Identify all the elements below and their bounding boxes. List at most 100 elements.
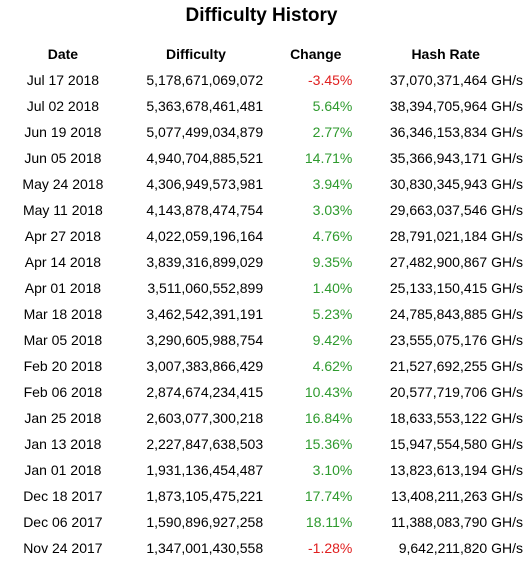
cell-date: Apr 01 2018 [24,280,102,296]
table-row: Jul 02 2018 5,363,678,461,481 5.64% 38,394,… [17,93,523,119]
cell-date: Jul 17 2018 [26,72,100,88]
cell-difficulty: 3,839,316,899,029 [146,254,264,270]
cell-change: 15.36% [304,436,353,452]
cell-hash-rate: 36,346,153,834 GH/s [389,124,523,140]
cell-change: 3.10% [312,462,353,478]
cell-difficulty: 1,590,896,927,258 [146,514,264,530]
cell-date: Jan 13 2018 [24,436,102,452]
cell-change: 3.03% [312,202,353,218]
table-row: Feb 06 2018 2,874,674,234,415 10.43% 20,577… [17,379,523,405]
cell-date: Jan 01 2018 [24,462,102,478]
table-row: Nov 24 2017 1,347,001,430,558 -1.28% 9,642,… [17,535,523,561]
table-row: Jul 17 2018 5,178,671,069,072 -3.45% 37,070… [17,67,523,93]
cell-change: 17.74% [304,488,353,504]
table-body: Jul 17 2018 5,178,671,069,072 -3.45% 37,070… [17,67,523,561]
cell-hash-rate: 30,830,345,943 GH/s [389,176,523,192]
cell-date: Jul 02 2018 [26,98,100,114]
cell-hash-rate: 9,642,211,820 GH/s [398,540,523,556]
header-difficulty: Difficulty [166,46,226,62]
table-row: Apr 01 2018 3,511,060,552,899 1.40% 25,133,… [17,275,523,301]
cell-hash-rate: 21,527,692,255 GH/s [389,358,523,374]
cell-difficulty: 2,227,847,638,503 [146,436,264,452]
header-hash-rate: Hash Rate [411,46,480,62]
cell-difficulty: 1,931,136,454,487 [146,462,264,478]
cell-difficulty: 5,363,678,461,481 [146,98,264,114]
cell-difficulty: 1,347,001,430,558 [146,540,264,556]
table-row: Mar 05 2018 3,290,605,988,754 9.42% 23,555,… [17,327,523,353]
cell-change: 1.40% [312,280,353,296]
cell-date: Nov 24 2017 [23,540,103,556]
cell-hash-rate: 18,633,553,122 GH/s [389,410,523,426]
cell-date: Jun 19 2018 [24,124,102,140]
cell-difficulty: 3,007,383,866,429 [146,358,264,374]
page-title: Difficulty History [185,5,338,26]
cell-change: 10.43% [304,384,353,400]
cell-difficulty: 5,077,499,034,879 [146,124,264,140]
cell-date: Feb 06 2018 [23,384,103,400]
cell-date: Feb 20 2018 [23,358,103,374]
cell-date: Apr 14 2018 [24,254,102,270]
cell-difficulty: 5,178,671,069,072 [146,72,264,88]
cell-date: Mar 05 2018 [23,332,103,348]
table-row: Dec 06 2017 1,590,896,927,258 18.11% 11,388… [17,509,523,535]
cell-hash-rate: 11,388,083,790 GH/s [390,514,523,530]
header-date: Date [47,46,79,62]
cell-date: May 11 2018 [22,202,103,218]
cell-change: 16.84% [304,410,353,426]
cell-change: 14.71% [304,150,353,166]
cell-hash-rate: 37,070,371,464 GH/s [389,72,523,88]
table-row: Jan 25 2018 2,603,077,300,218 16.84% 18,633… [17,405,523,431]
cell-date: May 24 2018 [22,176,104,192]
cell-difficulty: 4,143,878,474,754 [146,202,264,218]
table-row: Apr 27 2018 4,022,059,196,164 4.76% 28,791,… [17,223,523,249]
cell-change: 5.23% [312,306,353,322]
cell-change: 9.42% [312,332,353,348]
cell-difficulty: 4,022,059,196,164 [146,228,264,244]
cell-difficulty: 4,940,704,885,521 [146,150,264,166]
cell-date: Jan 25 2018 [24,410,102,426]
cell-hash-rate: 13,823,613,194 GH/s [389,462,523,478]
cell-hash-rate: 15,947,554,580 GH/s [389,436,523,452]
table-row: Jun 05 2018 4,940,704,885,521 14.71% 35,366… [17,145,523,171]
cell-difficulty: 3,462,542,391,191 [146,306,264,322]
cell-date: Dec 06 2017 [23,514,103,530]
table-row: Dec 18 2017 1,873,105,475,221 17.74% 13,408… [17,483,523,509]
cell-date: Dec 18 2017 [23,488,103,504]
cell-difficulty: 2,603,077,300,218 [146,410,264,426]
cell-change: 2.77% [312,124,353,140]
cell-difficulty: 3,290,605,988,754 [146,332,264,348]
table-row: Mar 18 2018 3,462,542,391,191 5.23% 24,785,… [17,301,523,327]
cell-change: 4.76% [312,228,353,244]
cell-date: Jun 05 2018 [24,150,102,166]
table-row: Jun 19 2018 5,077,499,034,879 2.77% 36,346,… [17,119,523,145]
cell-hash-rate: 28,791,021,184 GH/s [389,228,523,244]
cell-difficulty: 2,874,674,234,415 [146,384,264,400]
cell-hash-rate: 38,394,705,964 GH/s [389,98,523,114]
table-row: Jan 01 2018 1,931,136,454,487 3.10% 13,823,… [17,457,523,483]
header-change: Change [290,46,342,62]
cell-change: 9.35% [312,254,353,270]
cell-change: 18.11% [305,514,353,530]
table-header-row: Date Difficulty Change Hash Rate [17,41,523,67]
cell-change: -3.45% [308,72,353,88]
cell-hash-rate: 25,133,150,415 GH/s [389,280,523,296]
cell-date: Mar 18 2018 [23,306,103,322]
cell-difficulty: 4,306,949,573,981 [146,176,264,192]
cell-difficulty: 3,511,060,552,899 [147,280,264,296]
cell-hash-rate: 23,555,075,176 GH/s [389,332,523,348]
table-row: May 11 2018 4,143,878,474,754 3.03% 29,663,… [17,197,523,223]
cell-change: 3.94% [312,176,353,192]
cell-hash-rate: 35,366,943,171 GH/s [389,150,523,166]
table-row: Apr 14 2018 3,839,316,899,029 9.35% 27,482,… [17,249,523,275]
cell-difficulty: 1,873,105,475,221 [146,488,264,504]
difficulty-table: Date Difficulty Change Hash Rate Jul 17 … [17,41,523,561]
cell-hash-rate: 13,408,211,263 GH/s [390,488,523,504]
cell-hash-rate: 20,577,719,706 GH/s [389,384,523,400]
cell-hash-rate: 27,482,900,867 GH/s [389,254,523,270]
cell-hash-rate: 24,785,843,885 GH/s [389,306,523,322]
cell-change: 5.64% [312,98,353,114]
cell-date: Apr 27 2018 [24,228,102,244]
cell-change: -1.28% [308,540,353,556]
table-row: Jan 13 2018 2,227,847,638,503 15.36% 15,947… [17,431,523,457]
